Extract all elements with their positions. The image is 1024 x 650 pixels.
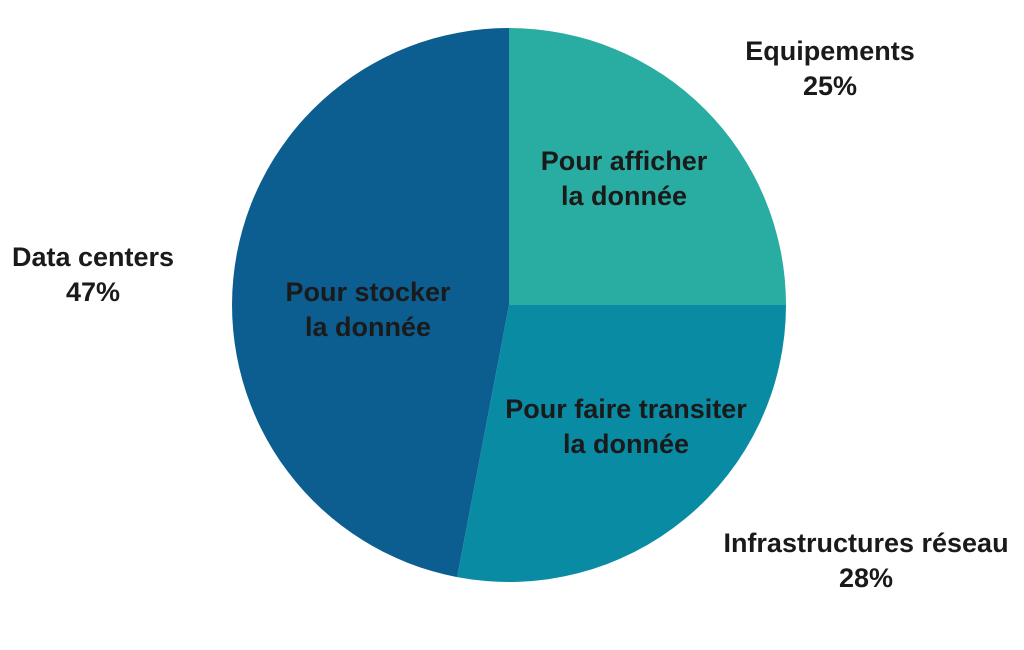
inner-label-equipements-line2: la donnée bbox=[560, 181, 688, 211]
outer-label-equipements-value: 25% bbox=[802, 71, 858, 101]
outer-label-infrastructures-reseau: Infrastructures réseau 28% bbox=[723, 526, 1008, 596]
outer-label-infrastructures-reseau-value: 28% bbox=[838, 563, 894, 593]
inner-label-infrastructures-reseau-line2: la donnée bbox=[562, 429, 690, 459]
pie-slices bbox=[232, 28, 786, 582]
inner-label-data-centers: Pour stocker la donnée bbox=[285, 275, 450, 345]
outer-label-data-centers: Data centers 47% bbox=[12, 240, 174, 310]
inner-label-infrastructures-reseau: Pour faire transiter la donnée bbox=[505, 392, 747, 462]
inner-label-equipements: Pour afficher la donnée bbox=[541, 144, 708, 214]
outer-label-equipements: Equipements 25% bbox=[745, 34, 915, 104]
inner-label-data-centers-line1: Pour stocker bbox=[285, 277, 451, 307]
outer-label-infrastructures-reseau-name: Infrastructures réseau bbox=[723, 528, 1009, 558]
pie-slice-infrastructures-réseau bbox=[457, 305, 786, 582]
outer-label-data-centers-name: Data centers bbox=[11, 242, 175, 272]
outer-label-data-centers-value: 47% bbox=[65, 277, 121, 307]
inner-label-data-centers-line2: la donnée bbox=[304, 312, 432, 342]
inner-label-equipements-line1: Pour afficher bbox=[540, 146, 708, 176]
pie-slice-data-centers bbox=[232, 28, 509, 578]
pie-slice-equipements bbox=[509, 28, 786, 305]
inner-label-infrastructures-reseau-line1: Pour faire transiter bbox=[505, 394, 747, 424]
outer-label-equipements-name: Equipements bbox=[745, 36, 915, 66]
